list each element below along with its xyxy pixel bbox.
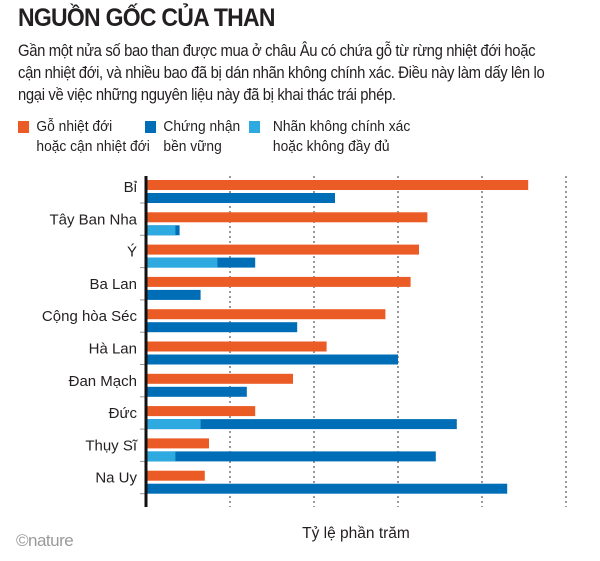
legend-mislabeled: Nhãn không chính xác hoặc không đầy đủ (249, 117, 410, 157)
legend-label-tropical: Gỗ nhiệt đới hoặc cận nhiệt đới (36, 118, 150, 155)
nature-logo: ©nature (16, 531, 74, 550)
bar-certified (146, 386, 247, 397)
category-label: Na Uy (95, 470, 137, 487)
bar-certified (146, 483, 508, 494)
legend-swatch-certified (145, 121, 157, 133)
chart-title: NGUỒN GỐC CỦA THAN (18, 4, 276, 32)
bar-tropical (146, 212, 428, 223)
bar-tropical (146, 373, 293, 384)
bar-tropical (146, 470, 205, 481)
category-label: Tây Ban Nha (49, 211, 137, 228)
x-axis-label: Tỷ lệ phần trăm (302, 525, 410, 542)
bar-tropical (146, 276, 411, 287)
bar-mislabeled (146, 225, 176, 236)
chart-subtitle: Gần một nửa số bao than được mua ở châu … (18, 42, 545, 104)
category-label: Hà Lan (89, 341, 137, 358)
bar-certified (146, 354, 398, 365)
category-label: Bỉ (124, 179, 138, 196)
category-label: Thụy Sĩ (85, 437, 138, 454)
category-label: Cộng hòa Séc (42, 308, 138, 325)
legend-swatch-mislabeled (249, 121, 261, 133)
bar-tropical (146, 341, 327, 352)
bar-tropical (146, 180, 529, 190)
legend-tropical: Gỗ nhiệt đới hoặc cận nhiệt đới (18, 117, 150, 157)
bar-tropical (146, 438, 209, 449)
category-label: Đức (109, 405, 138, 422)
bar-certified (146, 322, 298, 333)
legend-certified: Chứng nhận bền vững (145, 117, 240, 157)
bar-certified (146, 289, 201, 300)
bar-certified (146, 193, 335, 203)
category-label: Đan Mạch (69, 373, 137, 390)
category-label: Ba Lan (89, 276, 137, 293)
bar-tropical (146, 406, 256, 417)
bar-mislabeled (146, 419, 201, 430)
legend-label-certified: Chứng nhận bền vững (163, 118, 241, 155)
bar-tropical (146, 309, 386, 320)
bar-mislabeled (146, 451, 176, 462)
category-label: Ý (127, 244, 137, 261)
bar-mislabeled (146, 257, 218, 268)
bar-certified (146, 451, 436, 462)
bar-tropical (146, 244, 419, 255)
legend-label-mislabeled: Nhãn không chính xác hoặc không đầy đủ (272, 118, 411, 155)
legend-swatch-tropical (18, 121, 30, 133)
bar-certified (146, 419, 457, 430)
